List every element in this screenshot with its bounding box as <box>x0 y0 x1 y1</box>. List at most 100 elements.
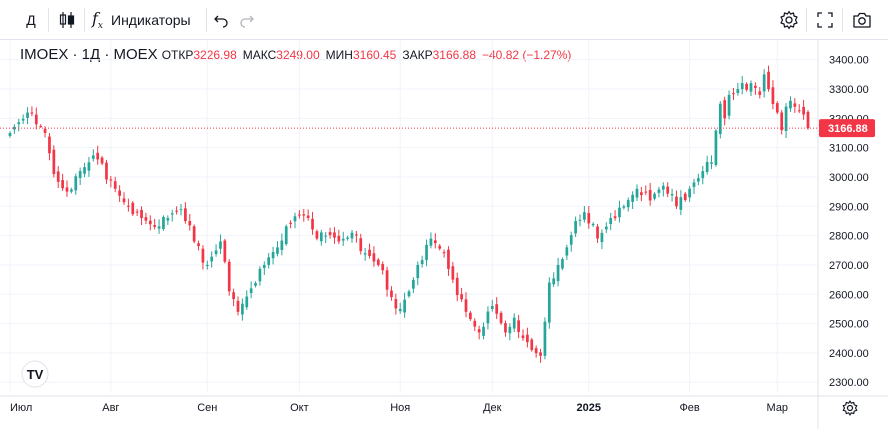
x-tick-label: Авг <box>102 402 119 414</box>
candle-body <box>376 259 380 265</box>
candle-body <box>574 220 577 234</box>
time-axis: Июл Авг Сен Окт Ноя Дек 2025 Фев Мар <box>10 402 788 414</box>
candle-body <box>170 213 174 215</box>
candle-body <box>591 223 595 226</box>
candle-body <box>319 232 323 242</box>
candle-body <box>131 202 135 215</box>
candle-body <box>565 247 569 256</box>
interval-button[interactable]: Д <box>18 0 44 40</box>
candle-body <box>420 260 424 265</box>
candle-body <box>284 226 288 245</box>
candle-body <box>267 257 271 265</box>
candle-body <box>205 264 209 267</box>
candle-body <box>144 217 148 221</box>
candle-body <box>504 323 507 333</box>
candle-body <box>337 235 341 242</box>
last-price-layer: 3166.88 <box>0 119 875 138</box>
candle-body <box>61 180 64 189</box>
candle-body <box>175 210 178 212</box>
x-tick-label: Ноя <box>390 402 410 414</box>
low-label: МИН <box>325 48 353 62</box>
candle-body <box>188 221 192 226</box>
candle-body <box>499 312 503 324</box>
price-chart[interactable]: 2300.00 2400.00 2500.00 2600.00 2700.00 2800.… <box>0 40 888 429</box>
candles-style-button[interactable] <box>54 0 80 40</box>
candle-body <box>653 193 656 199</box>
indicators-button[interactable]: fx Индикаторы <box>92 0 204 40</box>
candle-body <box>289 222 292 224</box>
tradingview-logo[interactable]: TV <box>21 360 49 388</box>
candle-body <box>762 74 766 92</box>
candle-body <box>157 226 161 229</box>
candle-body <box>775 103 779 113</box>
gear-icon <box>780 10 798 30</box>
last-price-label: 3166.88 <box>828 123 868 135</box>
candle-body <box>153 225 157 227</box>
high-label: МАКС <box>242 48 277 62</box>
candle-body <box>635 188 639 198</box>
candle-body <box>223 240 227 262</box>
candle-body <box>745 84 748 90</box>
candle-body <box>148 220 152 225</box>
candle-body <box>657 189 661 193</box>
candle-body <box>249 288 253 293</box>
candle-body <box>306 215 310 219</box>
close-label: ЗАКР <box>402 48 433 62</box>
y-tick-label: 3300.00 <box>829 84 869 96</box>
candle-body <box>30 112 34 114</box>
candle-body <box>648 189 652 201</box>
settings-button[interactable] <box>776 0 802 40</box>
candle-body <box>311 218 314 230</box>
candle-body <box>236 300 240 312</box>
candle-body <box>192 226 196 242</box>
candle-body <box>394 298 398 309</box>
undo-button[interactable] <box>210 0 232 40</box>
screenshot-button[interactable] <box>848 0 876 40</box>
y-tick-label: 3400.00 <box>829 55 869 67</box>
candle-body <box>280 240 284 250</box>
candle-body <box>486 311 490 324</box>
candle-body <box>626 200 630 208</box>
candle-body <box>490 305 494 309</box>
candle-body <box>473 320 477 327</box>
candle-body <box>705 162 709 173</box>
candle-body <box>701 171 705 179</box>
candle-body <box>140 209 143 219</box>
candle-body <box>34 114 38 125</box>
axis-settings-button[interactable] <box>842 400 858 416</box>
candle-body <box>407 291 411 297</box>
fullscreen-button[interactable] <box>812 0 838 40</box>
candle-body <box>666 186 670 194</box>
price-axis: 2300.00 2400.00 2500.00 2600.00 2700.00 2800.… <box>829 55 869 389</box>
tradingview-logo-icon: TV <box>27 367 44 382</box>
symbol-label: IMOEX · 1Д · MOEX <box>20 46 158 63</box>
candle-body <box>718 103 722 135</box>
candle-body <box>512 317 516 329</box>
candle-body <box>583 212 586 220</box>
candle-body <box>727 94 731 116</box>
candle-body <box>17 122 21 125</box>
candle-body <box>245 296 249 308</box>
x-tick-label: Фев <box>679 402 699 414</box>
candle-body <box>262 264 266 268</box>
candle-body <box>122 198 126 203</box>
candle-body <box>96 152 100 160</box>
candle-body <box>118 190 121 196</box>
redo-button[interactable] <box>236 0 258 40</box>
candle-body <box>556 264 560 282</box>
candle-body <box>52 149 56 175</box>
candle-body <box>736 89 740 94</box>
candle-body <box>363 253 367 255</box>
candle-body <box>258 268 262 282</box>
candle-body <box>622 206 626 208</box>
candle-body <box>26 112 29 118</box>
candle-body <box>495 304 499 314</box>
close-value: 3166.88 <box>432 48 476 62</box>
candle-body <box>214 250 218 255</box>
candle-body <box>758 91 762 95</box>
indicators-label: Индикаторы <box>111 12 191 28</box>
change-value: −40.82 (−1.27%) <box>482 48 572 62</box>
open-value: 3226.98 <box>193 48 237 62</box>
last-price-badge <box>819 119 875 138</box>
toolbar-separator <box>48 8 49 32</box>
